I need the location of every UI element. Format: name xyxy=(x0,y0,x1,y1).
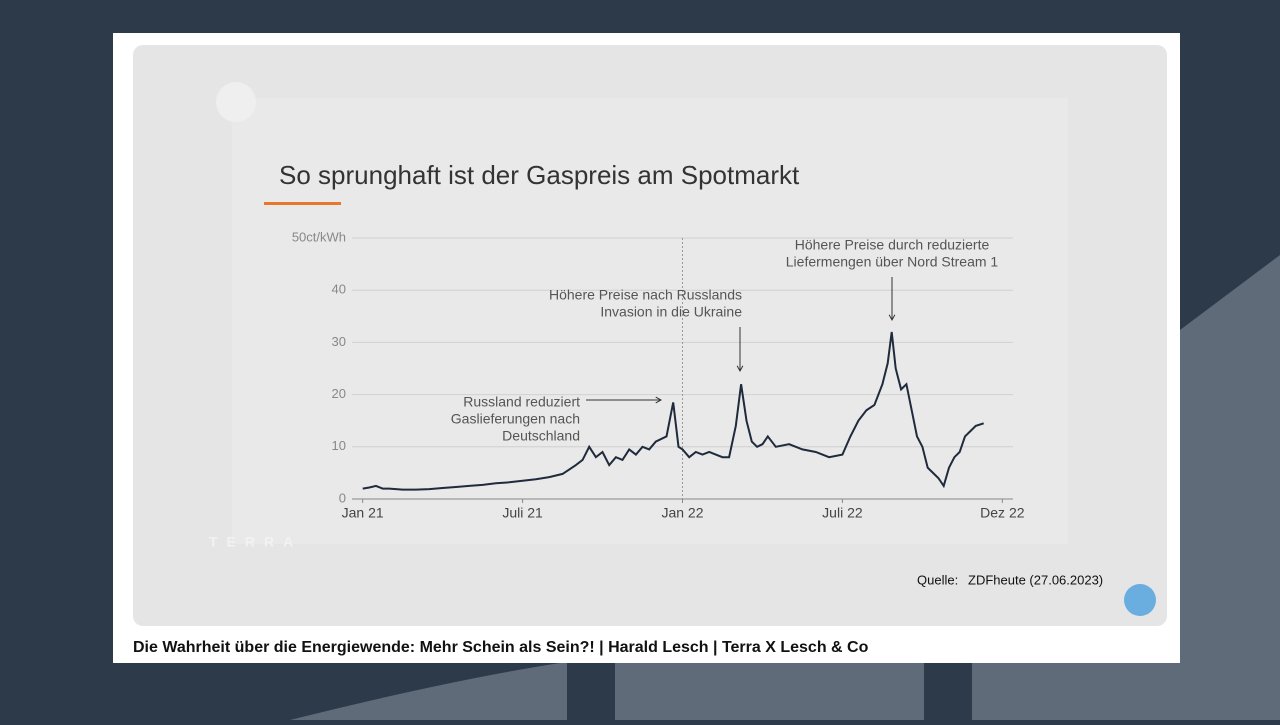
annotation: Höhere Preise durch reduzierte xyxy=(795,237,990,253)
y-tick-label: 20 xyxy=(332,386,346,401)
bg-shape xyxy=(290,663,1180,720)
x-tick-label: Dez 22 xyxy=(980,505,1025,521)
bg-shape xyxy=(1180,255,1280,720)
y-tick-label: 50ct/kWh xyxy=(292,229,346,244)
x-tick-label: Juli 21 xyxy=(502,505,543,521)
x-tick-label: Jan 22 xyxy=(661,505,703,521)
y-tick-label: 40 xyxy=(332,282,346,297)
title-underline xyxy=(264,202,341,205)
y-tick-label: 10 xyxy=(332,438,346,453)
x-tick-label: Juli 22 xyxy=(822,505,863,521)
x-tick-label: Jan 21 xyxy=(342,505,384,521)
annotation: Invasion in die Ukraine xyxy=(600,304,742,320)
annotation: Gaslieferungen nach xyxy=(451,411,580,427)
chart-title: So sprunghaft ist der Gaspreis am Spotma… xyxy=(279,160,800,190)
annotation: Liefermengen über Nord Stream 1 xyxy=(786,254,999,270)
annotation: Russland reduziert xyxy=(463,394,580,410)
logo xyxy=(216,82,256,122)
avatar[interactable] xyxy=(1124,584,1156,616)
caption: Die Wahrheit über die Energiewende: Mehr… xyxy=(133,639,869,656)
bg-shape xyxy=(924,663,972,720)
arrow-head xyxy=(736,365,744,373)
annotation: Höhere Preise nach Russlands xyxy=(549,287,742,303)
source-text: ZDFheute (27.06.2023) xyxy=(968,572,1103,587)
arrow-head xyxy=(888,314,896,322)
bg-shape xyxy=(567,663,615,720)
y-tick-label: 30 xyxy=(332,334,346,349)
y-tick-label: 0 xyxy=(339,490,346,505)
annotation: Deutschland xyxy=(502,428,580,444)
arrow-head xyxy=(655,396,663,404)
watermark: TERRA xyxy=(209,534,302,550)
price-line xyxy=(362,331,985,491)
source-label: Quelle: xyxy=(917,572,958,587)
